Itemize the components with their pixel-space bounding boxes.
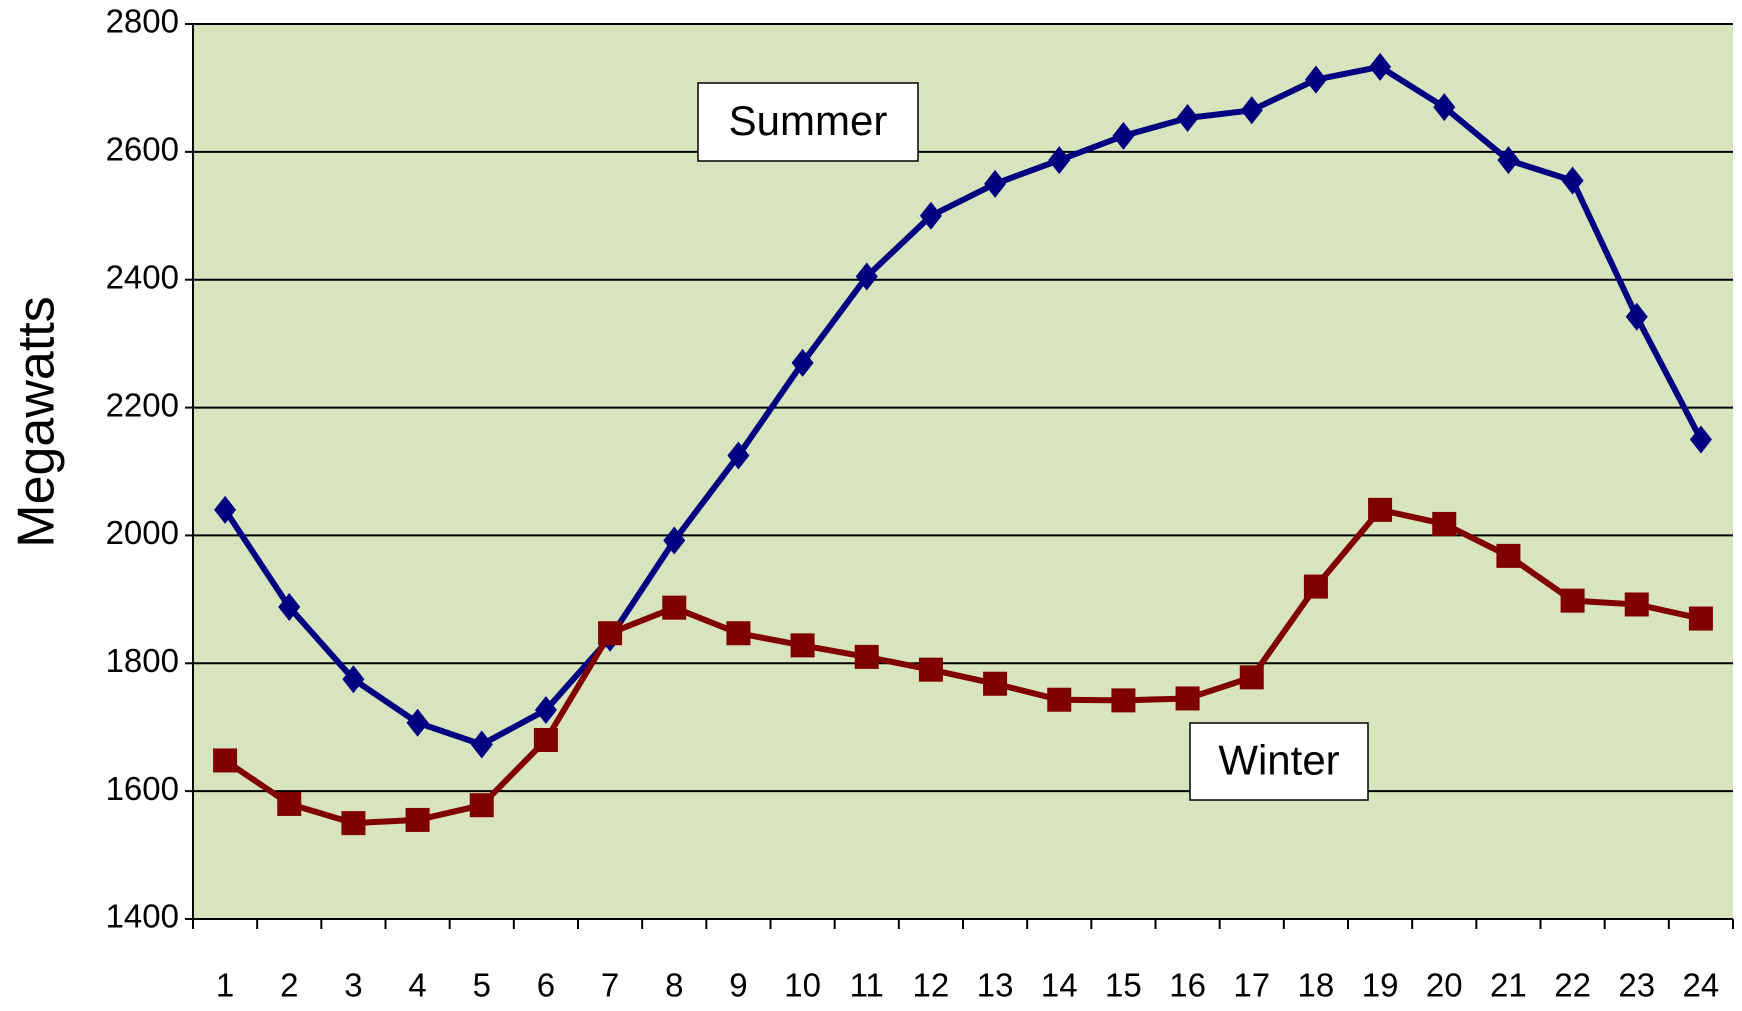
marker [533,728,558,752]
marker [1111,688,1136,713]
marker [534,695,557,724]
x-tick-label: 16 [1169,967,1206,1004]
marker [406,708,429,737]
marker [918,657,943,682]
marker [1112,121,1135,150]
annotation: Summer [729,97,888,144]
marker [341,811,366,836]
x-tick-label: 14 [1041,967,1078,1004]
marker [1304,65,1327,94]
marker [1433,93,1456,122]
marker [1432,511,1457,536]
x-tick-label: 22 [1554,967,1591,1004]
y-tick-label: 2400 [106,258,179,295]
marker [1625,302,1648,331]
x-tick-label: 12 [913,967,950,1004]
y-tick-label: 1800 [106,642,179,679]
marker [598,621,623,646]
marker [726,621,751,646]
marker [791,348,814,377]
marker [1497,146,1520,175]
marker [1240,96,1263,125]
marker [855,262,878,291]
marker [278,593,301,622]
marker [1368,497,1393,522]
y-tick-label: 1600 [106,770,179,807]
marker [1624,592,1649,617]
marker [727,441,750,470]
x-tick-label: 23 [1618,967,1655,1004]
x-tick-label: 7 [601,967,619,1004]
marker [405,807,430,832]
y-tick-label: 2600 [106,131,179,168]
marker [1048,146,1071,175]
marker [214,495,237,524]
x-tick-label: 2 [280,967,298,1004]
series-line [222,63,1704,748]
marker [854,644,879,669]
x-tick-label: 24 [1683,967,1720,1004]
marker [1303,574,1328,599]
marker [1369,52,1392,81]
x-tick-label: 4 [408,967,426,1004]
annotation-box [697,82,919,162]
marker [342,665,365,694]
x-tick-label: 10 [784,967,821,1004]
x-tick-label: 21 [1490,967,1527,1004]
marker [1047,687,1072,712]
y-tick-label: 2800 [106,3,179,40]
marker [1176,103,1199,132]
marker [470,730,493,759]
x-tick-label: 17 [1233,967,1270,1004]
annotation-box [1189,722,1369,801]
marker [1561,166,1584,195]
marker [469,793,494,818]
marker [983,671,1008,696]
marker [984,169,1007,198]
annotation: Winter [1218,737,1339,784]
marker [1689,425,1712,454]
x-tick-label: 18 [1298,967,1335,1004]
marker [1239,665,1264,690]
marker [662,595,687,620]
marker [1688,606,1713,631]
x-tick-label: 9 [729,967,747,1004]
x-tick-label: 15 [1105,967,1142,1004]
plot-area [193,24,1733,919]
marker [213,748,238,773]
x-tick-label: 6 [537,967,555,1004]
x-tick-label: 11 [850,967,884,1004]
x-tick-label: 13 [977,967,1014,1004]
x-tick-label: 1 [216,967,234,1004]
marker [919,201,942,230]
marker [277,791,302,816]
y-tick-label: 2200 [106,386,179,423]
x-tick-label: 8 [665,967,683,1004]
x-tick-label: 3 [344,967,362,1004]
marker [1560,588,1585,613]
x-tick-label: 5 [473,967,491,1004]
marker [790,633,815,658]
y-axis-label: Megawatts [8,296,66,547]
marker [1496,543,1521,568]
y-tick-label: 2000 [106,514,179,551]
x-tick-label: 19 [1362,967,1399,1004]
marker [663,526,686,555]
y-tick-label: 1400 [106,898,179,935]
x-tick-label: 20 [1426,967,1463,1004]
marker [1175,686,1200,711]
